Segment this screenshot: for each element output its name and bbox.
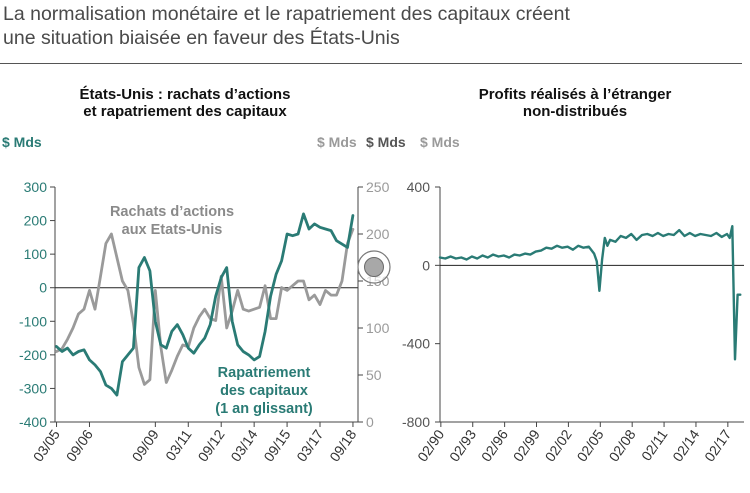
chart2-x-tick-label: 02/02 (542, 426, 575, 464)
series-label-repatriation-line-2: des capitaux (220, 383, 308, 399)
chart2-x-tick-label: 02/99 (510, 426, 543, 464)
chart1-x-tick-label: 09/12 (194, 426, 227, 464)
chart1-x-tick-label: 03/05 (30, 426, 63, 464)
chart1-x-tick-label: 03/11 (162, 426, 195, 463)
chart1-x-tick-label: 09/06 (63, 426, 96, 464)
chart2-x-tick-label: 02/17 (701, 426, 734, 464)
chart1-left-axis: -400 -300 -200 -100 0 100 200 300 (19, 179, 358, 430)
series-line-foreign-profits (438, 224, 742, 361)
chart2-left-axis: -800 -400 0 400 (402, 179, 744, 430)
headline: La normalisation monétaire et le rapatri… (3, 2, 743, 50)
chart1-left-tick-label: -300 (19, 380, 47, 396)
chart1-left-tick-label: 100 (24, 246, 48, 262)
series-line-repatriation (55, 212, 355, 397)
chart2-x-tick-label: 02/11 (638, 426, 671, 463)
chart1-left-unit: $ Mds (2, 134, 42, 150)
series-line-buybacks (55, 227, 355, 386)
chart1-right-unit: $ Mds (317, 134, 357, 150)
chart2-title-line-1: Profits réalisés à l’étranger (478, 86, 672, 103)
headline-line-1: La normalisation monétaire et le rapatri… (3, 3, 570, 25)
chart1-x-axis: 03/05 09/06 09/09 03/11 09/12 03/14 09/15 03/17… (30, 421, 360, 464)
chart1-title: États-Unis : rachats d’actions et rapatr… (20, 86, 350, 120)
chart2-left-tick-label: 400 (407, 179, 431, 195)
chart1-left-tick-label: 200 (24, 213, 48, 229)
chart1-title-line-1: États-Unis : rachats d’actions (79, 86, 291, 103)
highlight-marker (357, 250, 391, 284)
chart2-series (438, 224, 742, 361)
chart1-right-tick-label: 100 (366, 320, 390, 336)
chart2-left-tick-label: 0 (422, 257, 430, 273)
chart2-left-tick-label: -400 (402, 336, 430, 352)
chart2-left-unit: $ Mds (366, 134, 406, 150)
chart1-left-tick-label: 300 (24, 179, 48, 195)
chart2-x-tick-label: 02/08 (605, 426, 638, 464)
chart2-left-tick-label: -800 (402, 414, 430, 430)
chart1-series (55, 212, 355, 397)
chart2-x-tick-label: 02/93 (446, 426, 479, 464)
chart1-right-tick-label: 200 (366, 226, 390, 242)
chart1-left-tick-label: -400 (19, 414, 47, 430)
chart2-x-tick-label: 02/96 (478, 426, 511, 464)
series-label-buybacks-line-1: Rachats d’actions (110, 204, 234, 220)
series-label-repatriation-line-1: Rapatriement (218, 365, 311, 381)
chart1-x-tick-label: 09/09 (129, 426, 162, 464)
chart1-x-tick-label: 03/14 (227, 426, 260, 464)
chart1-left-tick-label: 0 (39, 280, 47, 296)
series-label-buybacks-line-2: aux Etats-Unis (122, 222, 223, 238)
chart2-title-line-2: non-distribués (522, 103, 628, 120)
chart1-x-tick-label: 03/17 (293, 426, 326, 464)
chart1-right-axis: 050100150200250 (357, 179, 390, 430)
chart1-title-line-2: et rapatriement des capitaux (83, 103, 287, 120)
headline-line-2: une situation biaisée en faveur des État… (3, 27, 400, 49)
chart1-right-tick-label: 50 (366, 367, 382, 383)
chart1-right-tick-label: 250 (366, 179, 390, 195)
chart1-right-tick-label: 0 (366, 414, 374, 430)
chart2-title: Profits réalisés à l’étranger non-distri… (415, 86, 735, 120)
headline-rule (0, 63, 742, 64)
chart1-left-tick-label: -200 (19, 347, 47, 363)
chart1-left-tick-label: -100 (19, 313, 47, 329)
chart1-x-tick-label: 09/15 (260, 426, 293, 464)
chart2-x-tick-label: 02/05 (574, 426, 607, 464)
chart2-x-tick-label: 02/90 (414, 426, 447, 464)
chart2-right-unit: $ Mds (420, 134, 460, 150)
chart1-x-tick-label: 09/18 (326, 426, 359, 464)
series-label-repatriation-line-3: (1 an glissant) (215, 401, 313, 417)
chart2-x-tick-label: 02/14 (669, 426, 702, 464)
highlight-ring-inner (364, 257, 384, 277)
